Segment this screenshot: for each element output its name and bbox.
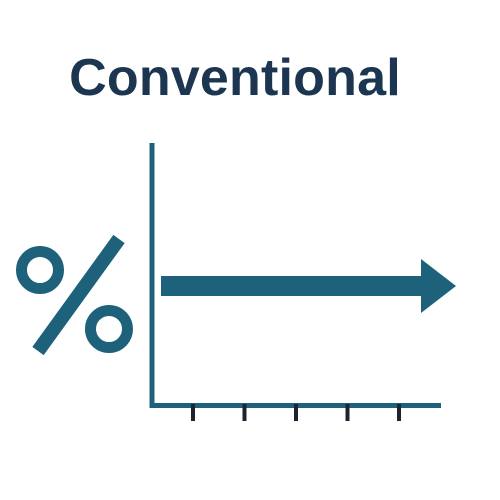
diagram-title: Conventional	[69, 49, 401, 107]
percent-slash	[32, 234, 125, 356]
x-axis-ticks	[191, 404, 401, 421]
arrow-shaft	[161, 276, 425, 296]
flat-right-arrow-icon	[161, 259, 456, 313]
arrow-head	[421, 259, 456, 313]
percent-top-circle	[16, 246, 64, 294]
percent-bottom-circle	[85, 305, 133, 353]
percent-icon	[16, 234, 133, 356]
chart-axes	[149, 143, 441, 408]
